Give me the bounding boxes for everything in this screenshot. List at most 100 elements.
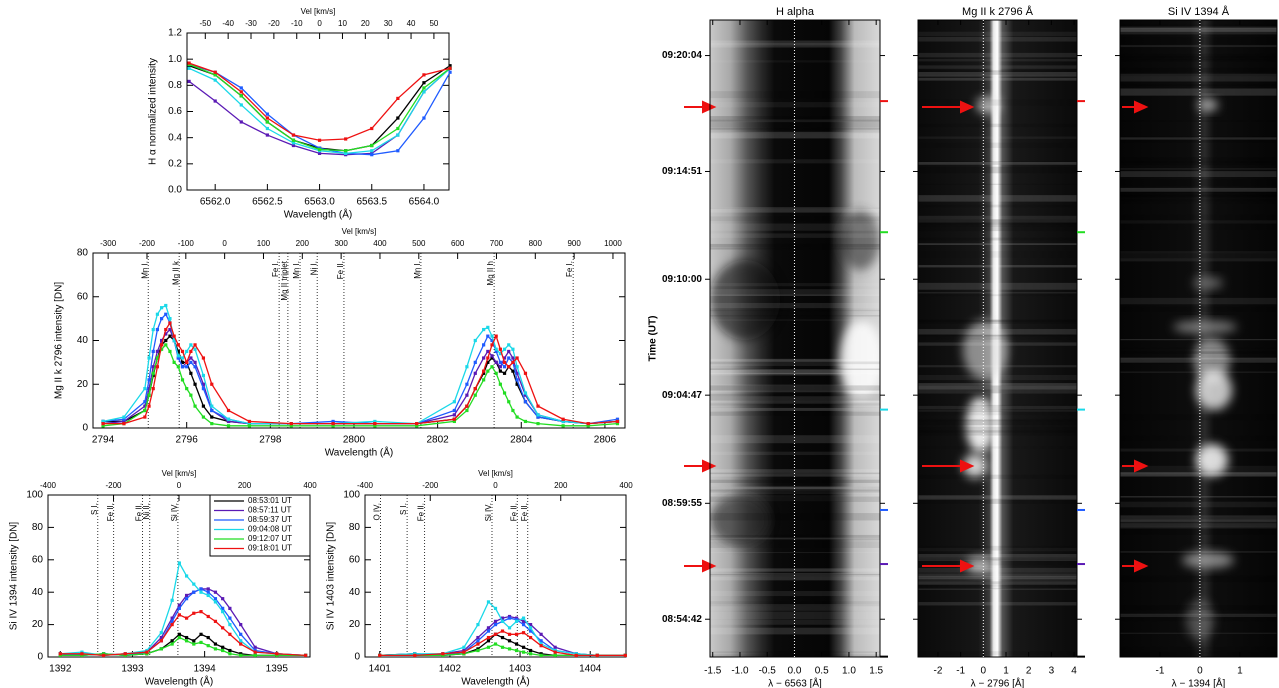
image-patch <box>1196 444 1228 476</box>
texture-streak <box>710 159 880 164</box>
texture-streak <box>918 602 1077 606</box>
image-patch <box>840 210 880 270</box>
texture-streak <box>1120 195 1277 202</box>
x-tick-label: 2796 <box>176 435 199 446</box>
data-point <box>170 623 174 627</box>
texture-streak <box>918 319 1077 324</box>
image-patch <box>1182 552 1234 568</box>
data-point <box>452 413 456 417</box>
data-point <box>253 645 257 649</box>
arrow-head <box>702 100 717 114</box>
texture-streak <box>1120 168 1277 170</box>
image-frame <box>709 19 881 658</box>
data-point <box>500 619 505 623</box>
x2-tick-label: 900 <box>567 239 581 248</box>
texture-streak <box>918 567 1077 573</box>
texture-streak <box>918 404 1077 412</box>
line-id-label: Mn I. <box>292 261 301 279</box>
texture-streak <box>710 40 880 48</box>
data-point <box>486 645 491 649</box>
texture-streak <box>1120 435 1277 441</box>
x2-tick-label: 800 <box>529 239 543 248</box>
data-point <box>187 66 191 70</box>
data-point <box>247 419 252 424</box>
image-patch <box>710 260 780 340</box>
data-point <box>515 356 519 360</box>
arrow-head <box>702 459 717 473</box>
x-axis-label: Wavelength (Å) <box>461 675 530 688</box>
x-axis-label: λ − 2796 [Å] <box>971 677 1025 688</box>
texture-streak <box>918 70 1077 75</box>
texture-streak <box>918 588 1077 590</box>
data-point <box>122 422 126 426</box>
data-point <box>370 143 374 148</box>
data-point <box>511 408 515 413</box>
data-point <box>189 360 193 364</box>
y-tick-label: 0.4 <box>168 132 182 143</box>
data-point <box>561 424 565 428</box>
texture-streak <box>918 446 1077 449</box>
texture-streak <box>1120 297 1277 305</box>
data-point <box>373 422 377 426</box>
data-point <box>586 424 590 428</box>
data-point <box>206 644 210 648</box>
texture-streak <box>918 498 1077 504</box>
data-point <box>193 360 197 364</box>
texture-streak <box>710 513 880 521</box>
y-axis-label: Si IV 1403 intensity [DN] <box>326 522 337 631</box>
texture-streak <box>1120 179 1277 187</box>
data-point <box>159 347 164 351</box>
data-point <box>378 653 382 657</box>
data-point <box>482 378 486 382</box>
series-line <box>188 63 449 152</box>
texture-streak <box>1120 214 1277 220</box>
texture-streak <box>710 369 880 376</box>
series-line <box>103 321 618 425</box>
texture-streak <box>1120 527 1277 535</box>
data-point <box>185 360 189 364</box>
data-point <box>490 334 494 338</box>
texture-streak <box>1120 472 1277 477</box>
data-point <box>415 424 419 428</box>
data-point <box>172 360 176 364</box>
arrows <box>684 100 1149 573</box>
texture-streak <box>1120 88 1277 96</box>
x-tick-label: -1.5 <box>704 666 722 677</box>
data-point <box>201 387 206 391</box>
x-tick-label: 1 <box>1237 666 1243 677</box>
texture-streak <box>710 294 880 296</box>
data-point <box>151 387 155 391</box>
texture-streak <box>918 71 1077 77</box>
data-point <box>422 86 426 90</box>
texture-streak <box>918 142 1077 148</box>
plot-frame <box>186 32 450 191</box>
x-axis-label: λ − 1394 [Å] <box>1172 677 1226 688</box>
data-point <box>486 369 490 373</box>
texture-streak <box>710 248 880 250</box>
y-tick-label: 09:04:47 <box>662 390 702 401</box>
data-point <box>539 632 543 636</box>
panel-title: Si IV 1394 Å <box>1168 5 1230 18</box>
data-point <box>511 369 515 373</box>
data-point <box>515 378 519 382</box>
texture-streak <box>710 590 880 597</box>
data-point <box>595 653 599 657</box>
arrow-head <box>1134 559 1149 573</box>
data-point <box>539 639 543 643</box>
texture-streak <box>1120 515 1277 522</box>
texture-streak <box>918 474 1077 479</box>
data-point <box>476 623 480 627</box>
data-point <box>239 632 243 636</box>
data-point <box>494 349 498 354</box>
texture-streak <box>710 396 880 404</box>
data-point <box>228 616 232 620</box>
data-point <box>502 347 507 351</box>
data-point <box>528 635 533 640</box>
data-point <box>539 652 543 656</box>
x2-tick-label: -100 <box>178 239 195 248</box>
texture-streak <box>1120 45 1277 48</box>
legend-label: 09:04:08 UT <box>248 525 292 534</box>
image-frame <box>1119 19 1278 658</box>
data-point <box>192 642 196 646</box>
data-point <box>164 303 168 308</box>
